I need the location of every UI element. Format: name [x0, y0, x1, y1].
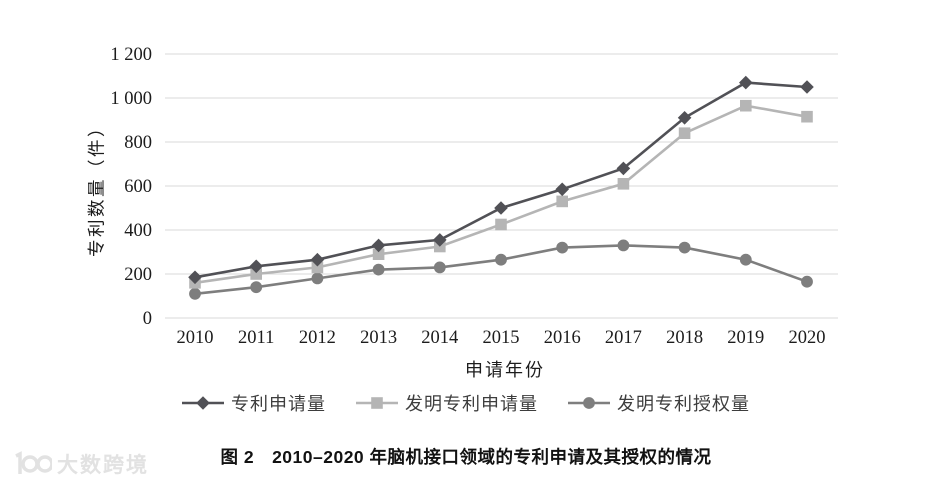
marker — [555, 182, 569, 197]
marker — [249, 259, 263, 274]
marker — [583, 397, 595, 409]
series-1 — [188, 75, 814, 285]
x-tick-label: 2011 — [238, 328, 274, 348]
marker — [495, 218, 507, 231]
y-axis-title: 专利数量（件） — [86, 117, 107, 257]
marker — [739, 75, 753, 90]
watermark-logo-icon — [15, 451, 52, 474]
marker — [433, 261, 446, 274]
marker — [494, 201, 508, 215]
legend-item-1: 专利申请量 — [182, 390, 326, 416]
y-tick-label: 0 — [143, 309, 152, 329]
x-axis-title: 申请年份 — [465, 360, 545, 380]
watermark: 大数跨境 — [10, 449, 149, 479]
x-tick-label: 2014 — [421, 328, 458, 348]
y-tick-label: 600 — [124, 177, 152, 197]
marker — [617, 178, 630, 190]
circle-legend-marker-icon — [568, 397, 610, 409]
y-tick-label: 1 000 — [110, 89, 152, 109]
x-tick-label: 2015 — [483, 328, 520, 348]
square-legend-marker-icon — [356, 397, 398, 409]
diamond-legend-marker-icon — [182, 396, 224, 410]
marker — [250, 281, 263, 294]
y-tick-label: 200 — [124, 265, 152, 285]
x-tick-label: 2013 — [360, 328, 397, 348]
marker — [433, 233, 447, 247]
marker — [371, 397, 383, 409]
marker — [800, 80, 814, 94]
x-tick-label: 2010 — [177, 328, 214, 348]
marker — [556, 195, 568, 208]
series-line — [194, 81, 808, 279]
marker — [617, 239, 630, 252]
y-tick-label: 800 — [124, 133, 152, 153]
marker — [739, 253, 752, 266]
x-tick-label: 2018 — [666, 328, 703, 348]
figure-caption: 图 2 2010–2020 年脑机接口领域的专利申请及其授权的情况 — [220, 447, 712, 467]
legend-label: 发明专利申请量 — [405, 394, 538, 414]
marker — [616, 161, 631, 176]
marker — [677, 111, 692, 125]
marker — [740, 99, 752, 112]
marker — [196, 396, 210, 410]
marker — [188, 270, 202, 285]
watermark-text: 大数跨境 — [57, 454, 149, 477]
marker — [678, 241, 691, 254]
marker — [311, 272, 324, 285]
series-3 — [189, 239, 813, 300]
marker — [495, 253, 507, 266]
legend: 专利申请量 发明专利申请量 发明专利授权量 — [0, 390, 932, 416]
marker — [311, 261, 324, 274]
series-2 — [189, 99, 813, 289]
marker — [310, 252, 325, 267]
line-chart: 0 200 400 600 800 1 000 1 200 2010 2011 2012 2013 2… — [110, 45, 838, 348]
y-tick-label: 400 — [124, 221, 152, 241]
marker — [372, 248, 385, 260]
marker — [556, 241, 569, 254]
marker — [801, 110, 813, 123]
marker — [372, 263, 385, 276]
x-tick-label: 2012 — [299, 328, 336, 348]
marker — [189, 287, 201, 300]
legend-label: 专利申请量 — [231, 394, 326, 414]
x-tick-label: 2020 — [789, 328, 826, 348]
x-tick-label: 2016 — [544, 328, 581, 348]
marker — [371, 238, 386, 253]
x-tick-label: 2019 — [727, 328, 764, 348]
legend-label: 发明专利授权量 — [617, 394, 750, 414]
legend-item-2: 发明专利申请量 — [356, 390, 538, 416]
marker — [678, 127, 691, 139]
y-tick-label: 1 200 — [110, 45, 152, 65]
marker — [250, 268, 262, 280]
legend-item-3: 发明专利授权量 — [568, 390, 750, 416]
x-tick-label: 2017 — [605, 328, 642, 348]
marker — [801, 275, 813, 288]
